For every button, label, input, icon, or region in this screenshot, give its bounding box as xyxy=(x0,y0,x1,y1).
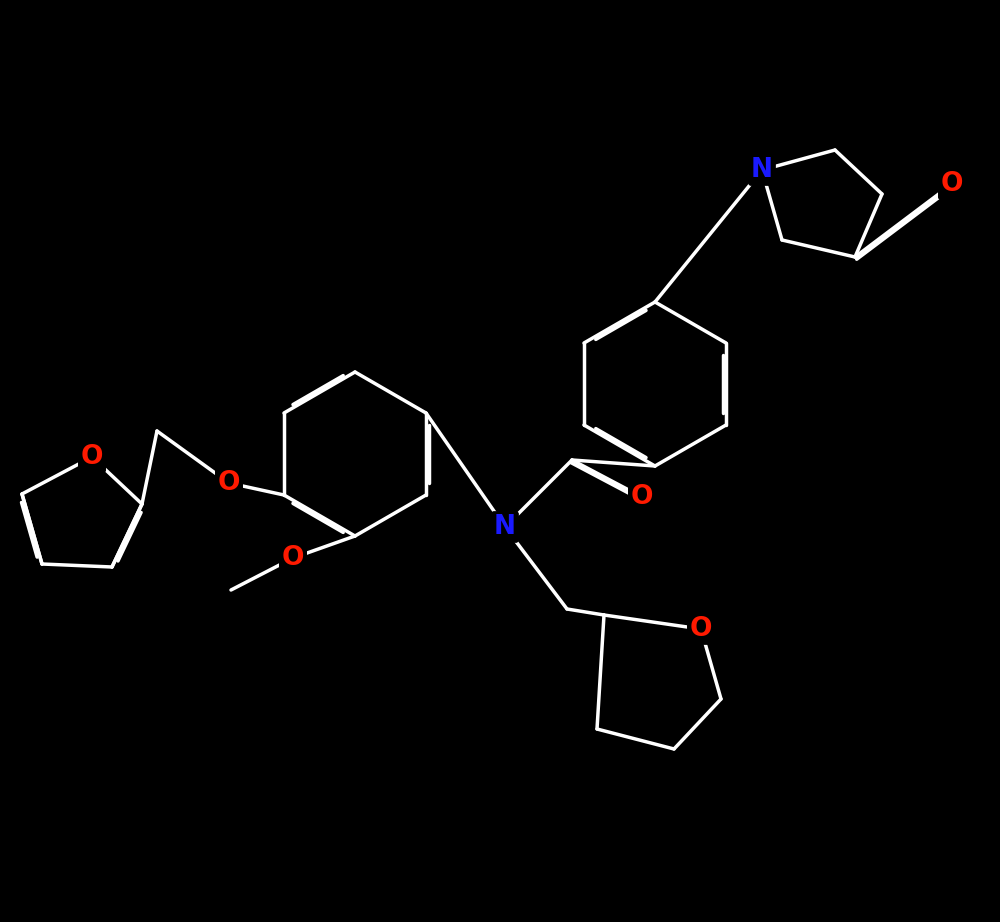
Text: O: O xyxy=(631,484,653,510)
Text: O: O xyxy=(941,171,963,197)
Text: N: N xyxy=(751,157,773,183)
Text: O: O xyxy=(81,444,103,470)
Text: O: O xyxy=(282,545,304,571)
Text: O: O xyxy=(690,616,712,642)
Text: N: N xyxy=(494,514,516,540)
Text: O: O xyxy=(81,444,103,470)
Text: N: N xyxy=(494,514,516,540)
Text: O: O xyxy=(690,616,712,642)
Text: O: O xyxy=(941,171,963,197)
Text: O: O xyxy=(218,470,240,496)
Text: O: O xyxy=(218,470,240,496)
Text: N: N xyxy=(751,157,773,183)
Text: O: O xyxy=(282,545,304,571)
Text: O: O xyxy=(631,484,653,510)
